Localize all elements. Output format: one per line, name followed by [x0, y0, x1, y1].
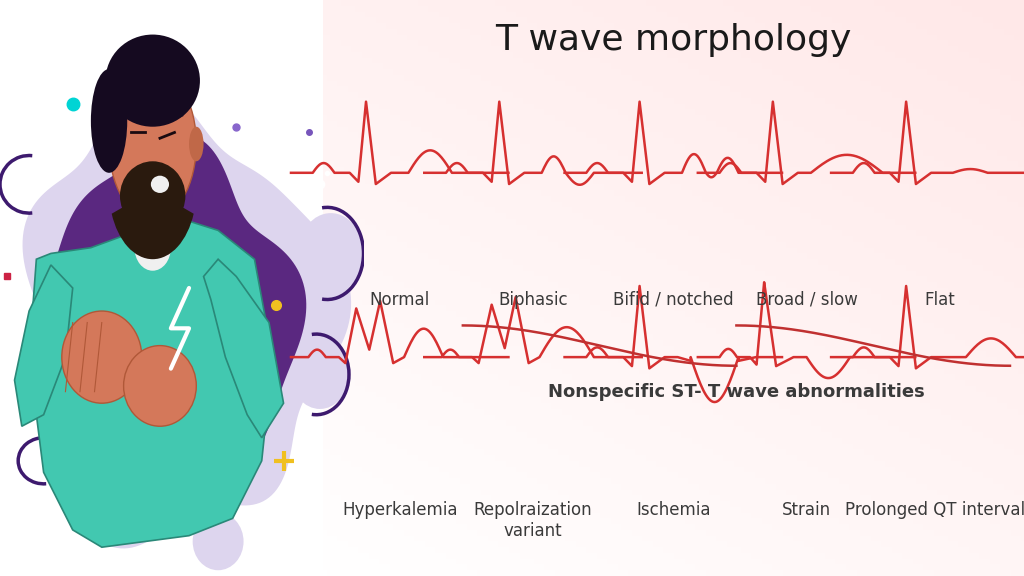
Ellipse shape — [131, 202, 174, 259]
Text: Ischemia: Ischemia — [636, 501, 711, 519]
Text: Biphasic: Biphasic — [499, 291, 567, 309]
Ellipse shape — [193, 513, 244, 570]
Text: Broad / slow: Broad / slow — [756, 291, 857, 309]
Text: Repolraization
variant: Repolraization variant — [474, 501, 592, 540]
Text: Bifid / notched: Bifid / notched — [613, 291, 733, 309]
Ellipse shape — [124, 346, 197, 426]
Ellipse shape — [120, 161, 185, 230]
Ellipse shape — [109, 69, 197, 219]
Ellipse shape — [61, 311, 141, 403]
Polygon shape — [14, 265, 73, 426]
Polygon shape — [29, 219, 272, 547]
Ellipse shape — [151, 176, 169, 193]
Ellipse shape — [189, 127, 204, 161]
Text: Normal: Normal — [370, 291, 430, 309]
Polygon shape — [28, 134, 306, 522]
Text: Flat: Flat — [925, 291, 955, 309]
Text: Hyperkalemia: Hyperkalemia — [342, 501, 458, 519]
Ellipse shape — [134, 225, 171, 271]
Ellipse shape — [91, 69, 127, 173]
Text: Nonspecific ST- T wave abnormalities: Nonspecific ST- T wave abnormalities — [548, 383, 925, 401]
Text: T wave morphology: T wave morphology — [495, 23, 852, 57]
Ellipse shape — [298, 213, 364, 294]
Wedge shape — [112, 190, 194, 259]
Polygon shape — [23, 84, 351, 548]
Text: Prolonged QT intervals: Prolonged QT intervals — [846, 501, 1024, 519]
Polygon shape — [204, 259, 284, 438]
Text: Strain: Strain — [782, 501, 831, 519]
Ellipse shape — [291, 340, 349, 409]
Ellipse shape — [105, 35, 200, 127]
